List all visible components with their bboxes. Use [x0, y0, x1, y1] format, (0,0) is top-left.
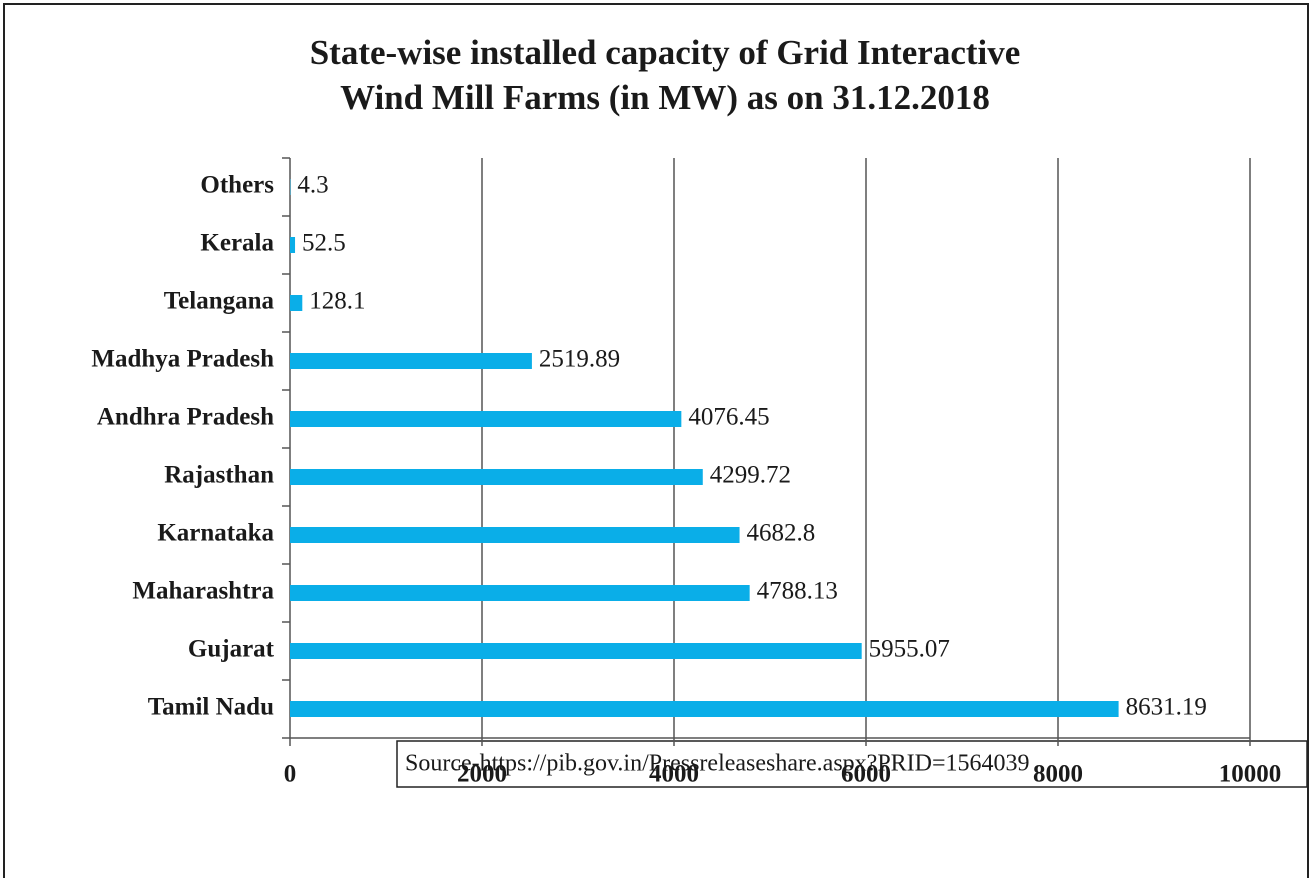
bar	[290, 411, 682, 427]
data-label: 52.5	[302, 230, 346, 257]
y-tick-label: Karnataka	[157, 520, 274, 547]
y-tick-label: Rajasthan	[164, 462, 274, 489]
bar	[290, 643, 862, 659]
data-label: 2519.89	[539, 346, 620, 373]
source-box	[396, 740, 1308, 788]
bar	[290, 469, 703, 485]
data-label: 4299.72	[710, 462, 791, 489]
data-label: 4682.8	[747, 520, 816, 547]
data-label: 4788.13	[757, 578, 838, 605]
x-tick-label: 2000	[457, 761, 507, 788]
source: Source-https://pib.gov.in/Pressreleasesh…	[405, 751, 1030, 777]
data-label: 4.3	[297, 172, 328, 199]
y-tick-label: Gujarat	[188, 636, 275, 663]
y-tick-label: Telangana	[164, 288, 275, 315]
x-tick-label: 4000	[649, 761, 699, 788]
y-tick-label: Tamil Nadu	[148, 694, 274, 721]
bar	[290, 237, 296, 253]
data-label: 5955.07	[869, 636, 950, 663]
chart-title: State-wise installed capacity of Grid In…	[310, 33, 1021, 72]
x-tick-label: 0	[284, 761, 297, 788]
bar	[290, 585, 750, 601]
y-tick-label: Others	[200, 172, 274, 199]
bar	[290, 353, 532, 369]
bar	[290, 527, 740, 543]
bar	[290, 295, 303, 311]
x-tick-label: 8000	[1033, 761, 1083, 788]
y-tick-label: Madhya Pradesh	[91, 346, 274, 373]
y-tick-label: Andhra Pradesh	[97, 404, 274, 431]
x-tick-label: 6000	[841, 761, 891, 788]
data-label: 128.1	[309, 288, 365, 315]
chart-title: Wind Mill Farms (in MW) as on 31.12.2018	[340, 78, 990, 117]
data-label: 8631.19	[1126, 694, 1207, 721]
bar	[290, 701, 1119, 717]
frame	[3, 3, 1309, 878]
data-label: 4076.45	[688, 404, 769, 431]
y-tick-label: Kerala	[200, 230, 274, 257]
y-tick-label: Maharashtra	[132, 578, 274, 605]
x-tick-label: 10000	[1219, 761, 1282, 788]
